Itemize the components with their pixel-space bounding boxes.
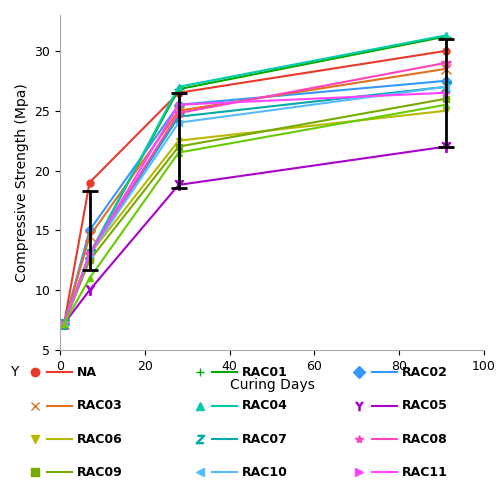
RAC12	[61, 320, 67, 326]
RAC05	[443, 144, 449, 150]
RAC01	[61, 320, 67, 326]
NA	[443, 48, 449, 54]
RAC06	[86, 252, 92, 258]
RAC02	[176, 102, 182, 107]
RAC06	[176, 138, 182, 143]
Line: RAC11: RAC11	[61, 90, 449, 327]
NA	[61, 320, 67, 326]
RAC07	[176, 114, 182, 119]
RAC06	[443, 108, 449, 114]
RAC12	[86, 275, 92, 281]
NA	[86, 180, 92, 186]
Line: RAC05: RAC05	[59, 142, 451, 328]
RAC02	[443, 78, 449, 84]
Line: RAC10: RAC10	[61, 84, 449, 327]
RAC10	[86, 252, 92, 258]
Text: RAC06: RAC06	[77, 432, 123, 446]
RAC06	[61, 320, 67, 326]
NA	[176, 90, 182, 96]
Line: NA: NA	[61, 48, 449, 327]
RAC10	[443, 84, 449, 90]
Text: RAC09: RAC09	[77, 466, 123, 479]
RAC02	[61, 320, 67, 326]
RAC07	[61, 320, 67, 326]
Line: RAC02: RAC02	[61, 78, 449, 327]
RAC02	[86, 228, 92, 234]
Text: Y: Y	[10, 366, 18, 380]
RAC09	[86, 258, 92, 264]
RAC10	[176, 120, 182, 126]
RAC09	[61, 320, 67, 326]
RAC07	[443, 84, 449, 90]
RAC04	[443, 32, 449, 38]
Text: RAC02: RAC02	[402, 366, 448, 379]
RAC08	[61, 320, 67, 326]
Text: RAC04: RAC04	[242, 399, 288, 412]
RAC09	[443, 96, 449, 102]
RAC03	[86, 234, 92, 239]
RAC05	[176, 182, 182, 188]
Line: RAC01: RAC01	[59, 32, 451, 329]
RAC10	[61, 320, 67, 326]
Line: RAC04: RAC04	[61, 32, 449, 327]
Text: RAC05: RAC05	[402, 399, 448, 412]
Line: RAC09: RAC09	[61, 96, 449, 327]
Y-axis label: Compressive Strength (Mpa): Compressive Strength (Mpa)	[15, 83, 29, 282]
RAC03	[176, 108, 182, 114]
RAC04	[61, 320, 67, 326]
Text: RAC01: RAC01	[242, 366, 288, 379]
Line: RAC12: RAC12	[61, 102, 449, 327]
X-axis label: Curing Days: Curing Days	[230, 378, 314, 392]
RAC07	[86, 252, 92, 258]
Text: RAC08: RAC08	[402, 432, 448, 446]
RAC11	[61, 320, 67, 326]
Line: RAC03: RAC03	[59, 64, 451, 328]
Line: RAC08: RAC08	[59, 58, 451, 328]
RAC01	[443, 34, 449, 40]
Text: RAC10: RAC10	[242, 466, 288, 479]
RAC05	[61, 320, 67, 326]
RAC08	[443, 60, 449, 66]
RAC01	[86, 252, 92, 258]
Text: RAC07: RAC07	[242, 432, 288, 446]
RAC04	[176, 84, 182, 90]
RAC04	[86, 252, 92, 258]
RAC12	[176, 150, 182, 156]
RAC11	[86, 252, 92, 258]
RAC03	[443, 66, 449, 72]
Text: RAC03: RAC03	[77, 399, 123, 412]
RAC11	[176, 102, 182, 107]
Text: RAC11: RAC11	[402, 466, 448, 479]
RAC11	[443, 90, 449, 96]
RAC03	[61, 320, 67, 326]
Line: RAC07: RAC07	[59, 82, 451, 328]
RAC08	[86, 252, 92, 258]
RAC12	[443, 102, 449, 107]
Text: NA: NA	[77, 366, 97, 379]
RAC08	[176, 110, 182, 116]
RAC09	[176, 144, 182, 150]
Line: RAC06: RAC06	[61, 107, 449, 327]
RAC05	[86, 287, 92, 293]
RAC01	[176, 86, 182, 92]
